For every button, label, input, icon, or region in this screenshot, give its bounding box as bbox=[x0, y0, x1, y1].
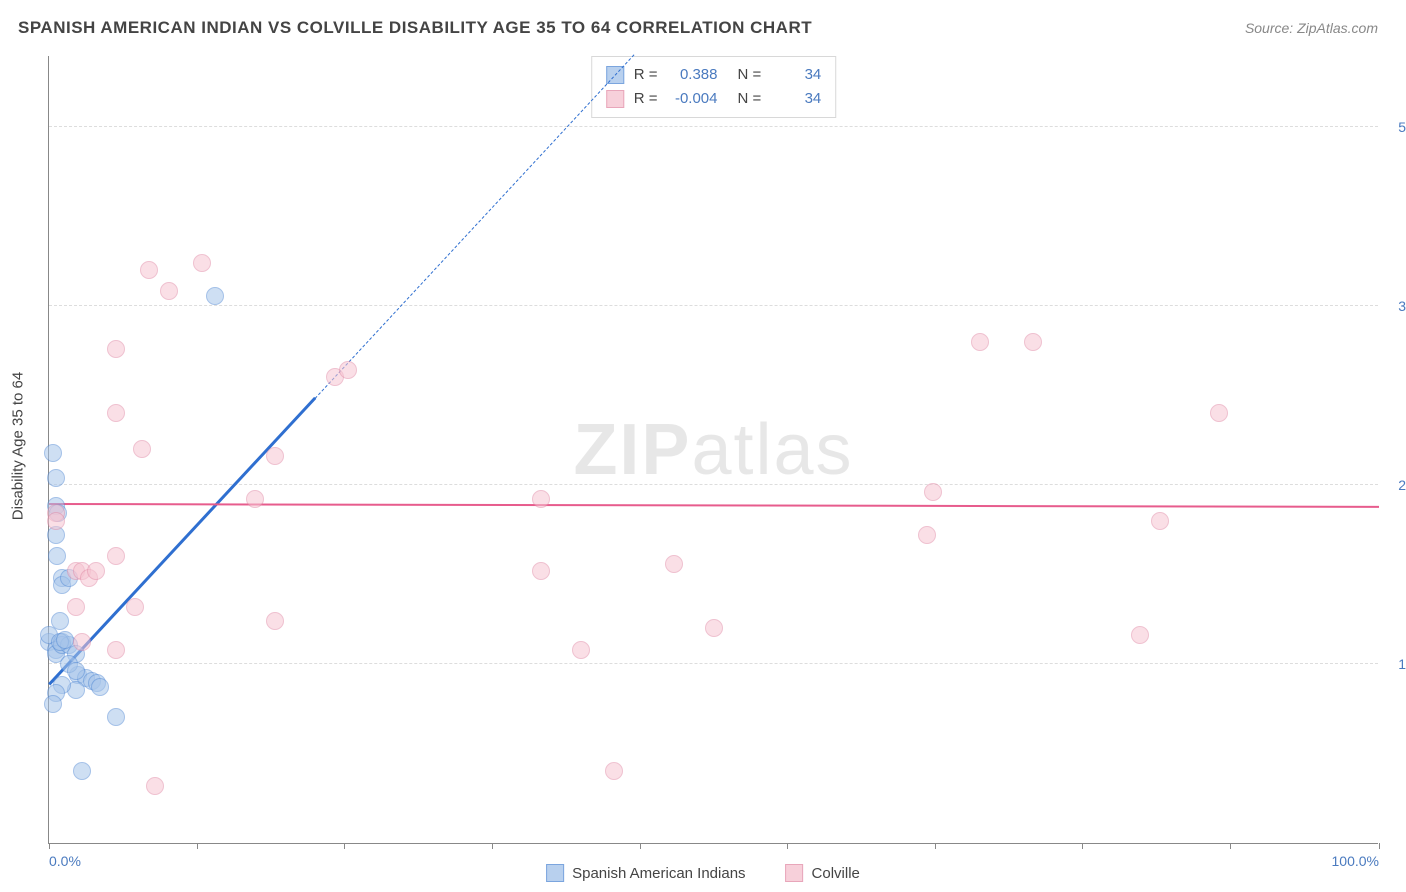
legend-series-item: Spanish American Indians bbox=[546, 864, 745, 882]
data-point bbox=[44, 695, 62, 713]
watermark: ZIPatlas bbox=[573, 409, 853, 491]
data-point bbox=[73, 762, 91, 780]
x-tick bbox=[49, 843, 50, 849]
data-point bbox=[51, 612, 69, 630]
data-point bbox=[246, 490, 264, 508]
legend-series-label: Spanish American Indians bbox=[572, 865, 745, 882]
data-point bbox=[971, 333, 989, 351]
x-tick bbox=[344, 843, 345, 849]
data-point bbox=[1210, 404, 1228, 422]
legend-series-label: Colville bbox=[812, 865, 860, 882]
r-label: R = bbox=[634, 87, 658, 111]
r-value: -0.004 bbox=[668, 87, 718, 111]
n-label: N = bbox=[738, 87, 762, 111]
x-tick bbox=[1082, 843, 1083, 849]
n-value: 34 bbox=[771, 87, 821, 111]
chart-source: Source: ZipAtlas.com bbox=[1245, 20, 1378, 36]
data-point bbox=[532, 490, 550, 508]
data-point bbox=[48, 547, 66, 565]
data-point bbox=[146, 777, 164, 795]
data-point bbox=[266, 612, 284, 630]
data-point bbox=[665, 555, 683, 573]
y-tick-label: 50.0% bbox=[1382, 119, 1406, 135]
data-point bbox=[918, 526, 936, 544]
data-point bbox=[67, 662, 85, 680]
y-tick-label: 12.5% bbox=[1382, 656, 1406, 672]
trend-line-dashed bbox=[315, 54, 635, 399]
n-label: N = bbox=[738, 63, 762, 87]
data-point bbox=[56, 631, 74, 649]
data-point bbox=[107, 340, 125, 358]
data-point bbox=[705, 619, 723, 637]
gridline bbox=[49, 484, 1378, 485]
x-tick-label: 0.0% bbox=[49, 853, 81, 869]
legend-stat-row: R = -0.004 N = 34 bbox=[606, 87, 822, 111]
r-value: 0.388 bbox=[668, 63, 718, 87]
y-tick-label: 37.5% bbox=[1382, 298, 1406, 314]
x-tick bbox=[935, 843, 936, 849]
x-tick bbox=[197, 843, 198, 849]
data-point bbox=[206, 287, 224, 305]
data-point bbox=[91, 678, 109, 696]
data-point bbox=[160, 282, 178, 300]
data-point bbox=[107, 641, 125, 659]
legend-stat-row: R = 0.388 N = 34 bbox=[606, 63, 822, 87]
data-point bbox=[107, 708, 125, 726]
chart-title: SPANISH AMERICAN INDIAN VS COLVILLE DISA… bbox=[18, 18, 812, 38]
data-point bbox=[532, 562, 550, 580]
data-point bbox=[1024, 333, 1042, 351]
data-point bbox=[133, 440, 151, 458]
x-tick bbox=[640, 843, 641, 849]
x-tick-label: 100.0% bbox=[1332, 853, 1379, 869]
gridline bbox=[49, 305, 1378, 306]
n-value: 34 bbox=[771, 63, 821, 87]
data-point bbox=[266, 447, 284, 465]
data-point bbox=[73, 633, 91, 651]
data-point bbox=[193, 254, 211, 272]
y-tick-label: 25.0% bbox=[1382, 477, 1406, 493]
legend-series-item: Colville bbox=[786, 864, 860, 882]
data-point bbox=[126, 598, 144, 616]
data-point bbox=[107, 404, 125, 422]
legend-swatch bbox=[786, 864, 804, 882]
data-point bbox=[47, 512, 65, 530]
r-label: R = bbox=[634, 63, 658, 87]
data-point bbox=[339, 361, 357, 379]
data-point bbox=[107, 547, 125, 565]
gridline bbox=[49, 663, 1378, 664]
data-point bbox=[47, 469, 65, 487]
correlation-legend: R = 0.388 N = 34 R = -0.004 N = 34 bbox=[591, 56, 837, 118]
legend-swatch bbox=[546, 864, 564, 882]
series-legend: Spanish American Indians Colville bbox=[546, 864, 860, 882]
data-point bbox=[572, 641, 590, 659]
gridline bbox=[49, 126, 1378, 127]
chart-plot-area: ZIPatlas R =0.388N =34R =-0.004N =34 12.… bbox=[48, 56, 1378, 844]
data-point bbox=[44, 444, 62, 462]
data-point bbox=[67, 598, 85, 616]
x-tick bbox=[787, 843, 788, 849]
data-point bbox=[605, 762, 623, 780]
data-point bbox=[1151, 512, 1169, 530]
data-point bbox=[924, 483, 942, 501]
data-point bbox=[1131, 626, 1149, 644]
data-point bbox=[87, 562, 105, 580]
data-point bbox=[140, 261, 158, 279]
x-tick bbox=[492, 843, 493, 849]
x-tick bbox=[1379, 843, 1380, 849]
y-axis-label: Disability Age 35 to 64 bbox=[10, 372, 27, 520]
legend-swatch bbox=[606, 90, 624, 108]
x-tick bbox=[1230, 843, 1231, 849]
